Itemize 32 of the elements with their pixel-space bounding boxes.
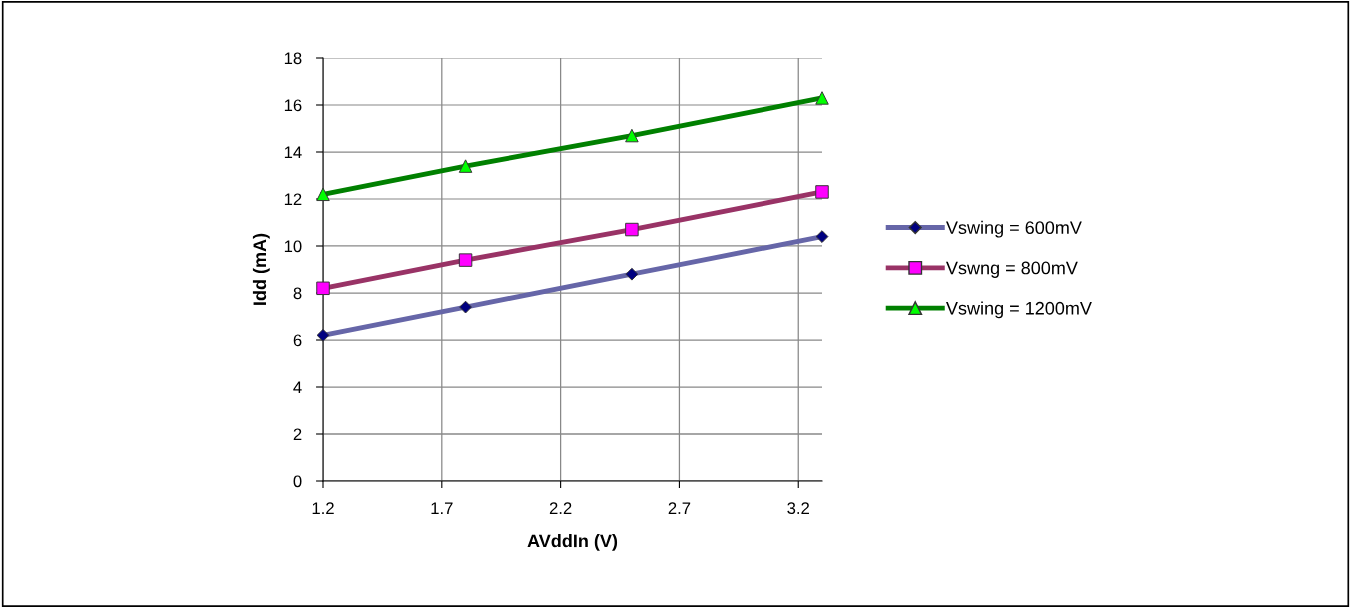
y-tick-label: 6 <box>293 334 302 347</box>
y-tick-label: 8 <box>293 287 302 300</box>
x-tick-label: 2.2 <box>549 502 572 514</box>
legend-label: Vswng = 800mV <box>946 261 1078 278</box>
point <box>625 267 639 281</box>
y-tick-label: 14 <box>284 146 302 159</box>
y-tick-label: 18 <box>284 52 302 65</box>
point <box>625 128 639 143</box>
y-axis-title: Idd (mA) <box>252 233 270 305</box>
legend-label: Vswing = 600mV <box>946 220 1082 238</box>
point <box>815 91 829 105</box>
point <box>815 230 829 243</box>
point <box>815 185 829 199</box>
x-axis-title: AVddIn (V) <box>527 534 618 551</box>
y-tick-label: 16 <box>284 99 302 112</box>
point <box>458 253 473 267</box>
x-tick-label: 2.7 <box>668 502 691 514</box>
y-tick-label: 12 <box>284 193 302 206</box>
y-tick-label: 10 <box>284 240 302 253</box>
point <box>316 328 330 342</box>
point <box>316 281 330 296</box>
x-tick-label: 1.2 <box>312 502 334 514</box>
point <box>625 222 639 237</box>
y-tick-label: 4 <box>293 381 302 394</box>
y-tick-label: 2 <box>293 428 302 441</box>
point <box>316 187 330 202</box>
point <box>458 159 473 173</box>
x-tick-label: 3.2 <box>787 502 809 515</box>
y-tick-label: 0 <box>293 475 302 488</box>
point <box>459 300 472 314</box>
legend-label: Vswing = 1200mV <box>946 301 1092 319</box>
x-tick-label: 1.7 <box>431 502 453 514</box>
